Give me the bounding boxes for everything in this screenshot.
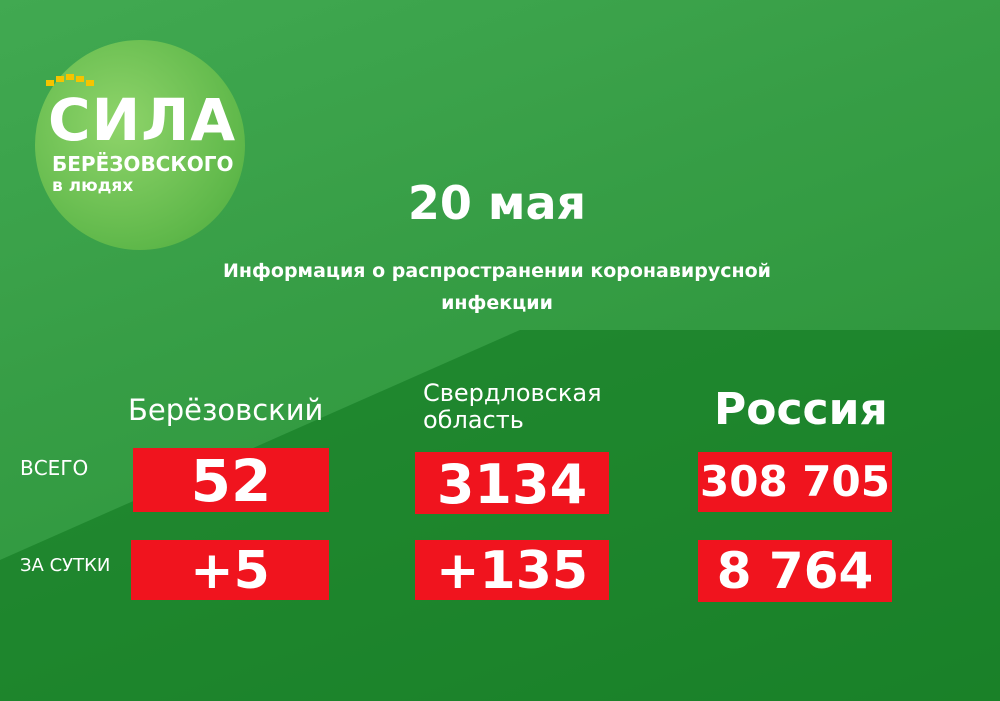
column-header: Свердловская область: [423, 380, 602, 434]
subtitle-line: инфекции: [441, 292, 553, 314]
value-cell: 3134: [415, 452, 609, 516]
column-header: Россия: [714, 384, 888, 435]
value-cell: +5: [131, 540, 329, 601]
logo-subtitle: БЕРЁЗОВСКОГО: [52, 152, 234, 176]
date-title: 20 мая: [407, 176, 587, 230]
value-cell: +135: [415, 540, 609, 601]
row-label: ВСЕГО: [20, 456, 89, 480]
column-header-line: Свердловская: [423, 379, 602, 407]
value-cell: 52: [133, 448, 329, 514]
column-header-line: область: [423, 406, 524, 434]
column-header: Берёзовский: [128, 393, 324, 427]
logo-title: СИЛА: [48, 86, 237, 154]
logo-tagline: в людях: [52, 176, 134, 196]
value-cell: 8 764: [698, 540, 892, 602]
value-cell: 308 705: [698, 452, 892, 512]
subtitle-line: Информация о распространении коронавирус…: [223, 260, 771, 282]
row-label: ЗА СУТКИ: [20, 555, 111, 576]
logo-crown: [46, 74, 94, 86]
subtitle: Информация о распространении коронавирус…: [0, 255, 994, 319]
